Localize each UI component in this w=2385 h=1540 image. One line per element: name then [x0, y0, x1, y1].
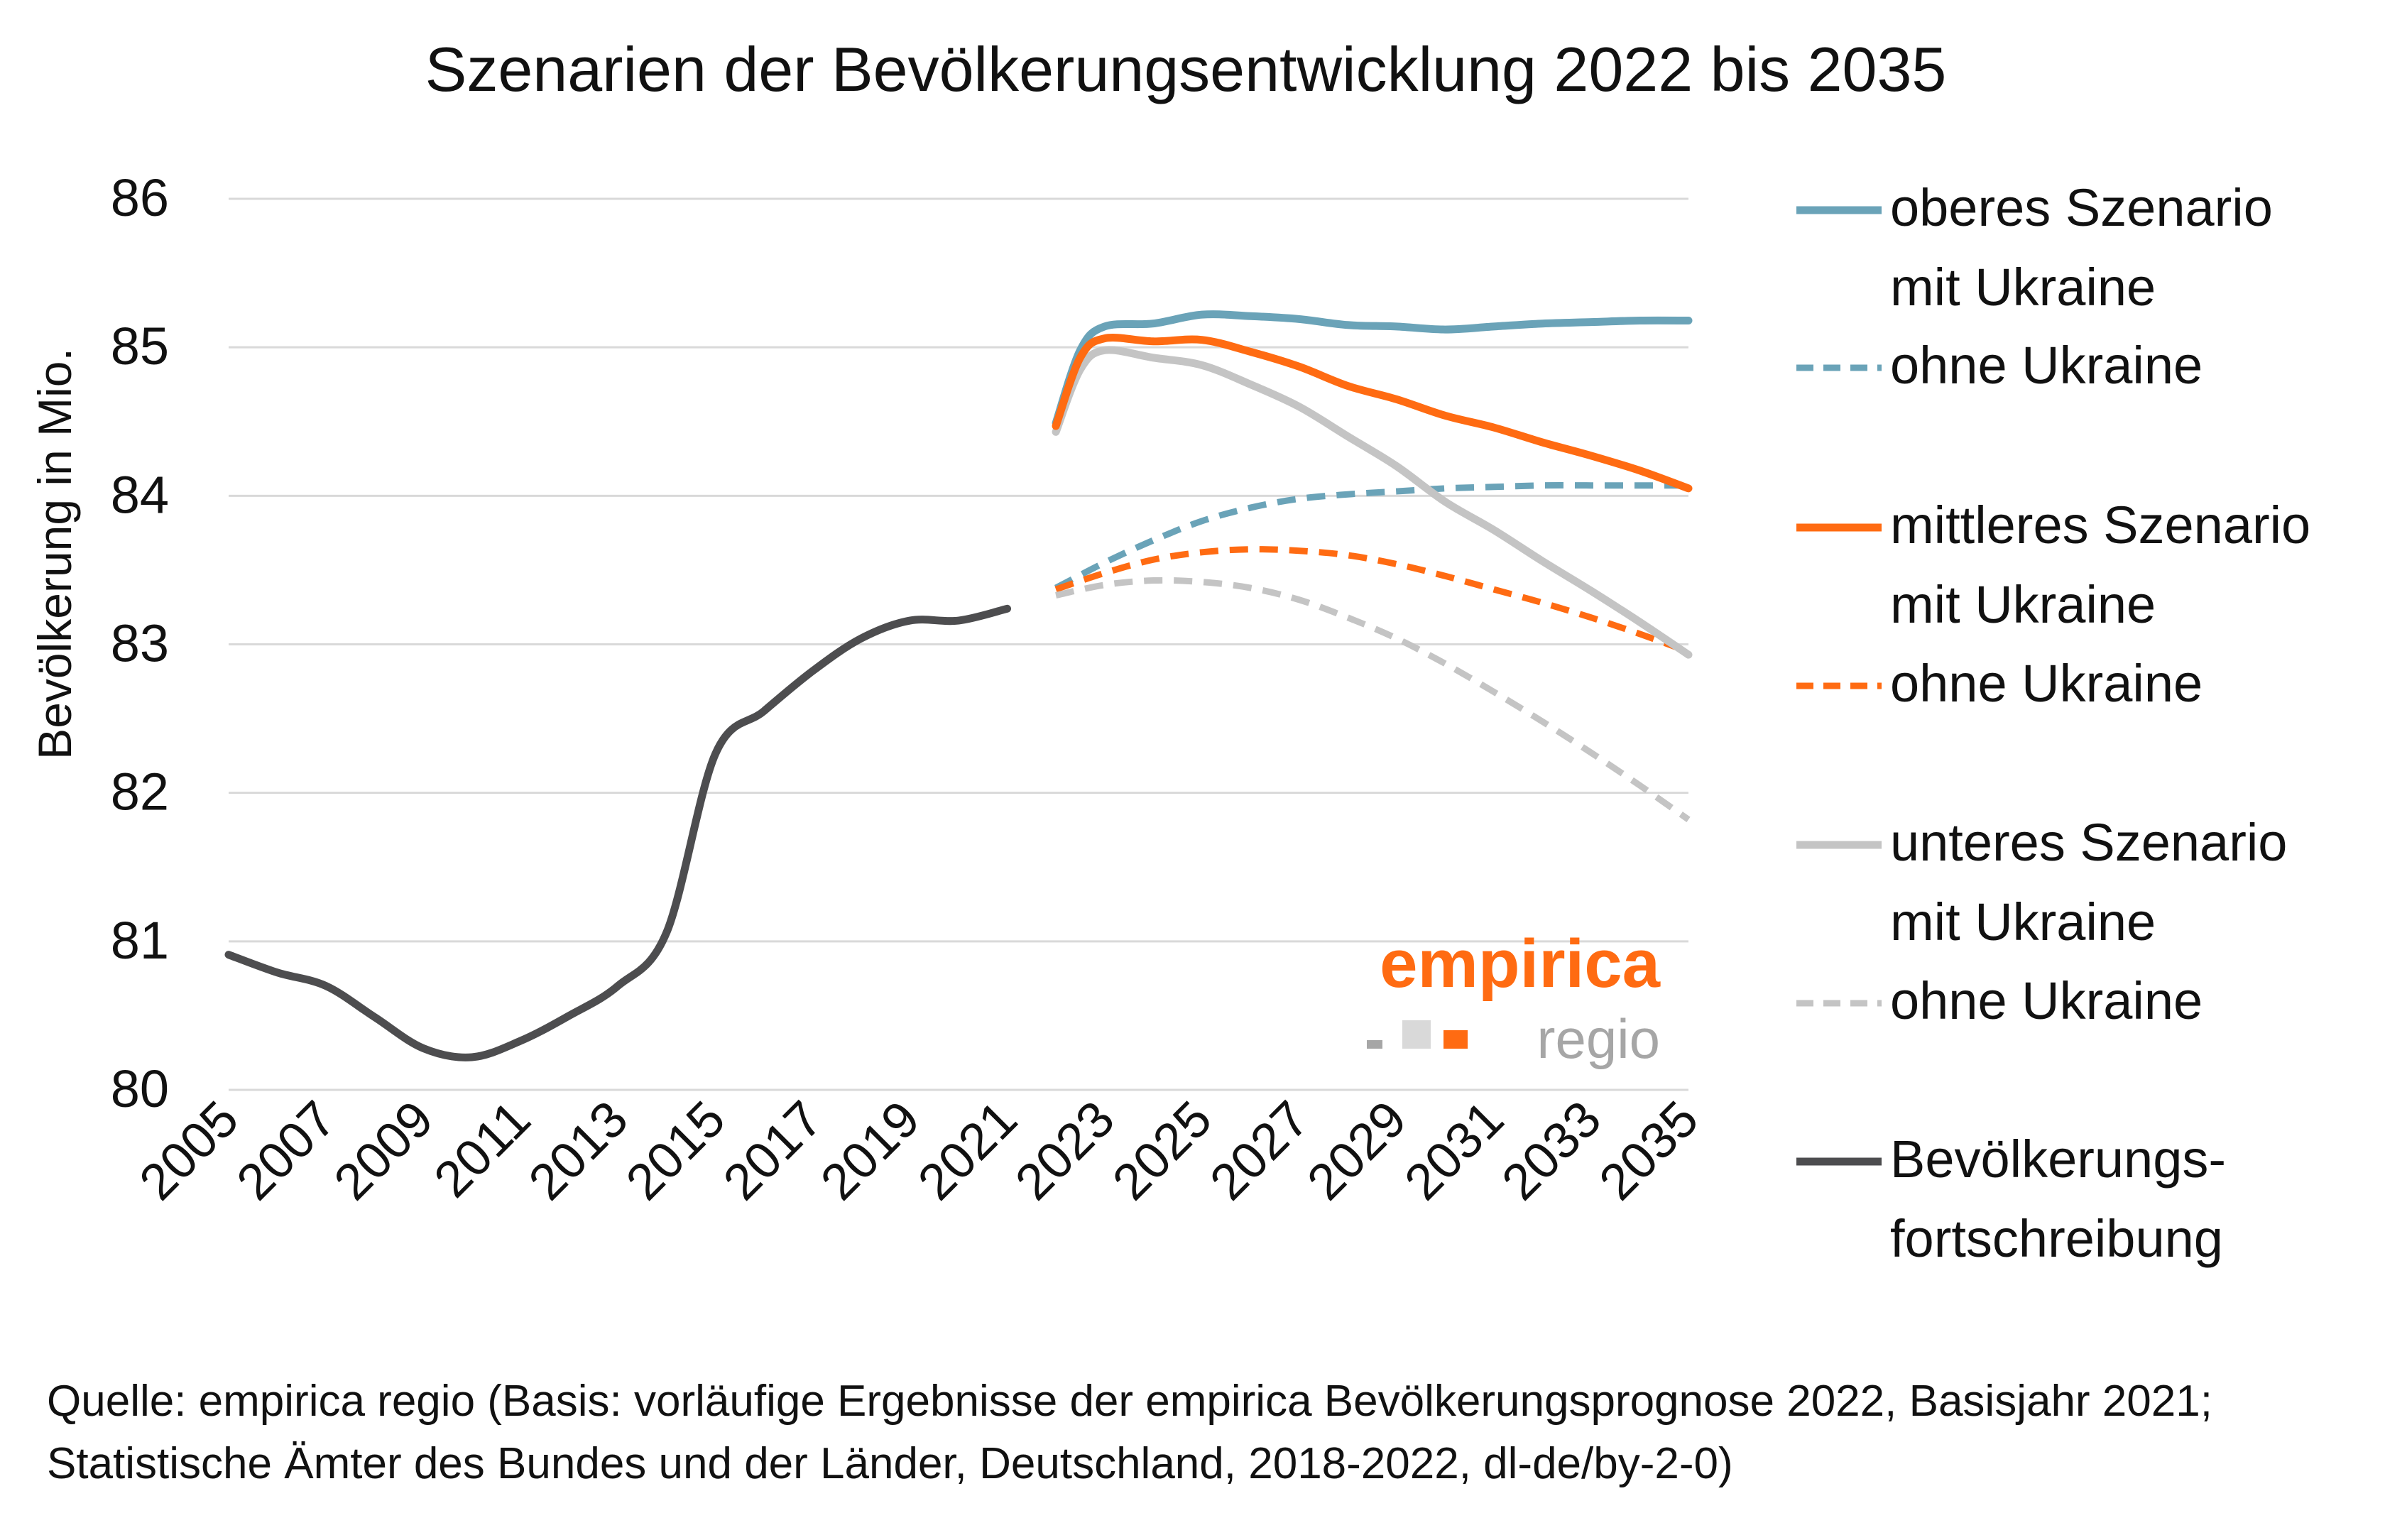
- legend-label: Bevölkerungs-: [1890, 1130, 2226, 1189]
- y-tick-label: 85: [111, 317, 169, 376]
- source-line-1: Quelle: empirica regio (Basis: vorläufig…: [47, 1377, 2212, 1426]
- series-line-historic: [224, 604, 1012, 1061]
- x-tick-label: 2009: [324, 1091, 444, 1211]
- series-line-upper-without: [1054, 482, 1688, 591]
- logo-brand: empirica: [1380, 926, 1660, 1002]
- x-tick-label: 2031: [1394, 1091, 1514, 1211]
- empirica-regio-logo: empirica regio: [1367, 926, 1661, 1070]
- y-tick-label: 80: [111, 1059, 169, 1118]
- series-lines: [224, 310, 1693, 1061]
- legend: oberes Szenario mit Ukraine ohne Ukraine mi…: [1796, 178, 2310, 1268]
- series-line-low-with: [1052, 346, 1693, 659]
- gridlines: [229, 197, 1688, 1091]
- legend-label: unteres Szenario: [1890, 813, 2287, 872]
- logo-sub: regio: [1537, 1007, 1660, 1070]
- legend-label: mit Ukraine: [1890, 575, 2156, 634]
- y-axis-ticks: 80 81 82 83 84 85 86: [111, 168, 169, 1118]
- legend-label: mit Ukraine: [1890, 892, 2156, 951]
- logo-square-medium-icon: [1402, 1020, 1431, 1049]
- y-tick-label: 84: [111, 465, 169, 524]
- legend-label: ohne Ukraine: [1890, 971, 2203, 1030]
- legend-label: ohne Ukraine: [1890, 336, 2203, 395]
- legend-label: ohne Ukraine: [1890, 654, 2203, 713]
- x-tick-label: 2023: [1005, 1091, 1125, 1211]
- source-note: Quelle: empirica regio (Basis: vorläufig…: [47, 1370, 2212, 1495]
- x-tick-label: 2029: [1297, 1091, 1417, 1211]
- x-tick-label: 2035: [1588, 1091, 1709, 1211]
- logo-square-orange-icon: [1443, 1030, 1468, 1049]
- x-tick-label: 2025: [1102, 1091, 1223, 1211]
- x-tick-label: 2013: [518, 1091, 639, 1211]
- y-tick-label: 81: [111, 911, 169, 970]
- y-tick-label: 83: [111, 614, 169, 673]
- x-tick-label: 2033: [1491, 1091, 1612, 1211]
- series-line-low-without: [1055, 577, 1691, 823]
- y-tick-label: 82: [111, 763, 169, 821]
- series-line-upper-with: [1052, 310, 1693, 427]
- x-axis-ticks: 2005200720092011201320152017201920212023…: [129, 1091, 1709, 1211]
- x-tick-label: 2021: [907, 1091, 1028, 1211]
- logo-square-small-icon: [1367, 1040, 1382, 1049]
- x-tick-label: 2019: [810, 1091, 931, 1211]
- chart-title: Szenarien der Bevölkerungsentwicklung 20…: [425, 34, 1947, 104]
- legend-label: mittleres Szenario: [1890, 496, 2310, 555]
- legend-label: oberes Szenario: [1890, 178, 2273, 237]
- x-tick-label: 2011: [423, 1091, 541, 1208]
- y-axis-label: Bevölkerung in Mio.: [28, 348, 81, 760]
- source-line-2: Statistische Ämter des Bundes und der Lä…: [47, 1439, 1733, 1488]
- series-line-mid-with: [1052, 334, 1693, 493]
- legend-label: mit Ukraine: [1890, 258, 2156, 317]
- series-line-mid-without: [1054, 546, 1690, 655]
- x-tick-label: 2007: [227, 1091, 347, 1211]
- x-tick-label: 2015: [616, 1091, 736, 1211]
- x-tick-label: 2017: [713, 1091, 834, 1211]
- x-tick-label: 2027: [1199, 1091, 1320, 1211]
- legend-label: fortschreibung: [1890, 1209, 2223, 1268]
- y-tick-label: 86: [111, 168, 169, 227]
